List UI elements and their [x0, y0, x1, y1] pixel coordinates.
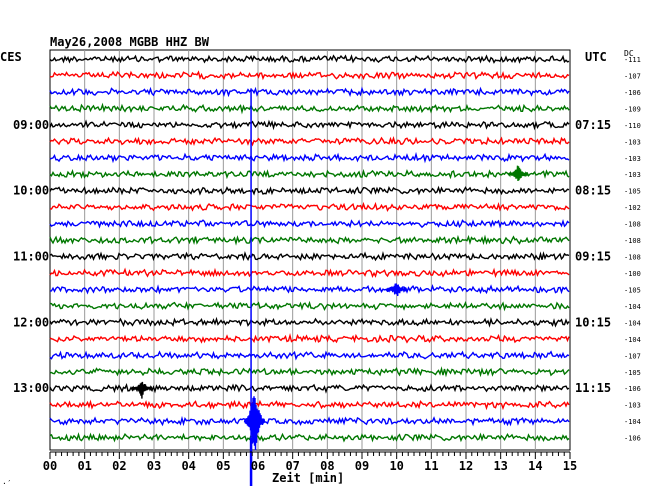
trace-line [49, 86, 570, 98]
trace-line [49, 219, 570, 229]
trace-line [49, 267, 570, 279]
dc-offset-label: -111 [624, 56, 641, 64]
trace-line [49, 151, 570, 164]
x-tick-label: 02 [112, 459, 126, 473]
event-burst [386, 283, 408, 297]
dc-offset-label: -104 [624, 418, 641, 426]
x-tick-label: 00 [43, 459, 57, 473]
left-time-label: 09:00 [13, 118, 49, 132]
dc-offset-label: -106 [624, 89, 641, 97]
right-time-label: 09:15 [575, 250, 611, 264]
trace-line [49, 54, 570, 64]
right-time-label: 08:15 [575, 184, 611, 198]
dc-offset-label: -109 [624, 105, 641, 113]
trace-line [49, 332, 570, 344]
event-burst [131, 381, 153, 399]
event-burst [507, 165, 529, 182]
trace-line [49, 136, 570, 147]
left-time-label: 12:00 [13, 315, 49, 329]
trace-line [49, 350, 570, 361]
trace-line [49, 119, 570, 131]
left-time-label: 13:00 [13, 381, 49, 395]
trace-line [49, 168, 570, 180]
trace-line [49, 102, 570, 115]
trace-line [49, 366, 570, 378]
left-time-label: 11:00 [13, 250, 49, 264]
dc-offset-label: -100 [624, 270, 641, 278]
dc-offset-labels: -111 -107 -106 -109 -110 -103 -103 -103 -105 -102… [624, 56, 641, 443]
trace-line [49, 383, 570, 394]
seismic-traces [49, 54, 570, 443]
trace-line [49, 399, 570, 411]
x-tick-label: 04 [181, 459, 195, 473]
x-tick-label: 08 [320, 459, 334, 473]
dc-offset-label: -105 [624, 286, 641, 294]
dc-offset-label: -108 [624, 254, 641, 262]
dc-offset-label: -107 [624, 352, 641, 360]
dc-offset-label: -108 [624, 237, 641, 245]
x-axis: 00 01 02 03 04 05 06 07 08 09 10 11 12 13 14 15 [43, 451, 577, 473]
footer-mark: ·′ [2, 479, 12, 488]
trace-line [49, 284, 570, 295]
dc-offset-label: -105 [624, 188, 641, 196]
x-tick-label: 13 [493, 459, 507, 473]
x-tick-label: 11 [424, 459, 438, 473]
dc-offset-label: -104 [624, 303, 641, 311]
x-tick-label: 01 [77, 459, 91, 473]
dc-offset-label: -107 [624, 72, 641, 80]
dc-offset-label: -102 [624, 204, 641, 212]
dc-offset-label: -108 [624, 221, 641, 229]
trace-line [49, 432, 570, 443]
x-tick-label: 03 [147, 459, 161, 473]
trace-line [49, 300, 570, 312]
left-timezone-label: CES [0, 50, 22, 64]
x-tick-label: 12 [459, 459, 473, 473]
chart-title: May26,2008 MGBB HHZ BW [50, 35, 210, 49]
right-time-labels: 07:15 08:15 09:15 10:15 11:15 [575, 118, 611, 395]
x-tick-label: 07 [285, 459, 299, 473]
right-time-label: 07:15 [575, 118, 611, 132]
left-time-label: 10:00 [13, 184, 49, 198]
plot-frame [49, 49, 571, 451]
right-timezone-label: UTC [585, 50, 607, 64]
x-tick-label: 14 [528, 459, 542, 473]
trace-line [49, 70, 570, 81]
trace-line [49, 185, 570, 196]
x-tick-label: 10 [389, 459, 403, 473]
x-tick-label: 15 [563, 459, 577, 473]
dc-offset-label: -103 [624, 138, 641, 146]
x-tick-label: 05 [216, 459, 230, 473]
x-tick-label: 09 [355, 459, 369, 473]
dc-offset-label: -106 [624, 435, 641, 443]
dc-offset-label: -103 [624, 402, 641, 410]
dc-offset-label: -105 [624, 369, 641, 377]
dc-header-label: DC [624, 49, 634, 58]
x-axis-label: Zeit [min] [272, 471, 344, 485]
trace-line [49, 251, 570, 262]
dc-offset-label: -106 [624, 385, 641, 393]
seismic-events [131, 88, 529, 486]
dc-offset-label: -103 [624, 155, 641, 163]
trace-line [49, 316, 570, 328]
trace-line [49, 234, 570, 246]
event-burst [243, 396, 266, 451]
dc-offset-label: -110 [624, 122, 641, 130]
trace-line [49, 415, 570, 427]
dc-offset-label: -104 [624, 336, 641, 344]
left-time-labels: 09:00 10:00 11:00 12:00 13:00 [13, 118, 49, 395]
dc-offset-label: -103 [624, 171, 641, 179]
x-tick-label: 06 [251, 459, 265, 473]
grid-lines [84, 50, 536, 450]
right-time-label: 11:15 [575, 381, 611, 395]
dc-offset-label: -104 [624, 319, 641, 327]
right-time-label: 10:15 [575, 315, 611, 329]
trace-line [49, 201, 570, 213]
